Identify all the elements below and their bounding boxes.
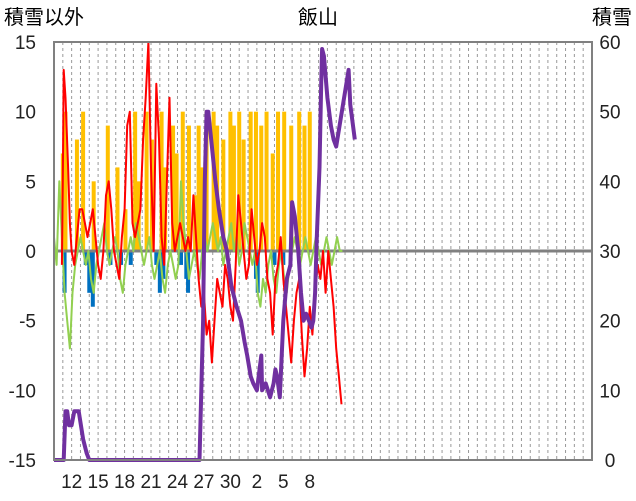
vertical-gridlines	[62, 42, 584, 460]
right-axis-ticks: 0 10 20 30 40 50 60	[599, 33, 620, 472]
precipitation_snow-bar	[159, 111, 164, 252]
left-tick-label: -10	[9, 381, 36, 402]
chart-title: 飯山	[298, 6, 338, 29]
precipitation_rain-bar	[90, 251, 95, 307]
precipitation_snow-bar	[171, 125, 176, 251]
precipitation_snow-bar	[253, 111, 258, 252]
precipitation_snow-bar	[123, 209, 128, 251]
precipitation_snow-bar	[174, 153, 179, 251]
precipitation_snow-bar	[237, 111, 242, 252]
precipitation_snow-bar	[241, 139, 246, 251]
precipitation_snow-bar	[289, 125, 294, 251]
precipitation_snow-bar	[248, 111, 253, 252]
precipitation_snow-bar	[180, 111, 185, 252]
precipitation_snow-bar	[196, 125, 201, 251]
precipitation_snow-bar	[63, 111, 68, 252]
precipitation_rain-bar	[157, 251, 162, 293]
right-tick-label: 40	[599, 172, 620, 193]
precipitation_snow-bar	[307, 111, 312, 252]
x-tick-label: 30	[220, 472, 241, 493]
precipitation_snow-bar	[276, 111, 281, 252]
precipitation_snow-bar	[297, 111, 302, 252]
precipitation_snow-bar	[221, 139, 226, 251]
precipitation_snow-bar	[228, 111, 233, 252]
temperature-line	[60, 41, 343, 405]
precipitation_snow-bar	[144, 111, 149, 252]
right-tick-label: 10	[599, 381, 620, 402]
right-tick-label: 50	[599, 103, 620, 124]
x-tick-label: 2	[252, 472, 263, 493]
precipitation_snow-bar	[302, 125, 307, 251]
precipitation_snow-bar	[200, 167, 205, 251]
precipitation_rain-bar	[128, 251, 133, 265]
x-tick-label: 15	[88, 472, 109, 493]
left-tick-label: 0	[25, 242, 36, 263]
x-tick-label: 24	[167, 472, 189, 493]
precipitation_rain-bar	[272, 251, 277, 265]
right-tick-label: 60	[599, 33, 620, 54]
precipitation_snow-bar	[133, 111, 138, 252]
precipitation_rain-bar	[83, 251, 88, 265]
right-tick-label: 30	[599, 242, 620, 263]
left-tick-label: -5	[19, 312, 36, 333]
plot-frame	[53, 41, 593, 461]
x-axis-ticks: 12 15 18 21 24 27 30 2 5 8	[61, 472, 315, 493]
precipitation_snow-bar	[270, 153, 275, 251]
x-tick-label: 8	[304, 472, 315, 493]
precipitation_rain-bar	[281, 251, 286, 265]
x-tick-label: 27	[193, 472, 214, 493]
right-axis-label: 積雪	[592, 6, 632, 29]
left-tick-label: 15	[15, 33, 36, 54]
left-tick-label: -15	[9, 451, 36, 472]
right-tick-label: 20	[599, 312, 620, 333]
left-tick-label: 10	[15, 103, 36, 124]
precipitation_rain-bar	[179, 251, 184, 265]
precipitation_snow-bar	[115, 167, 120, 251]
precipitation_snow-bar	[259, 125, 264, 251]
x-tick-label: 12	[61, 472, 82, 493]
x-tick-label: 18	[114, 472, 135, 493]
right-tick-label: 0	[605, 451, 616, 472]
left-axis-label: 積雪以外	[4, 6, 84, 29]
precipitation_rain-bar	[255, 251, 260, 293]
x-tick-label: 21	[140, 472, 161, 493]
precipitation_snow-bar	[186, 125, 191, 251]
left-axis-ticks: -15 -10 -5 0 5 10 15	[9, 33, 36, 472]
precipitation_snow-bar	[74, 139, 79, 251]
precipitation_snow-bar	[282, 111, 287, 252]
precipitation_rain-bar	[87, 251, 92, 293]
precipitation_snow-bar	[264, 111, 269, 252]
precipitation_snow-bar	[231, 125, 236, 251]
x-tick-label: 5	[278, 472, 289, 493]
precipitation_rain-bar	[154, 251, 159, 265]
left-tick-label: 5	[25, 172, 36, 193]
precipitation_snow-bar	[81, 111, 86, 252]
